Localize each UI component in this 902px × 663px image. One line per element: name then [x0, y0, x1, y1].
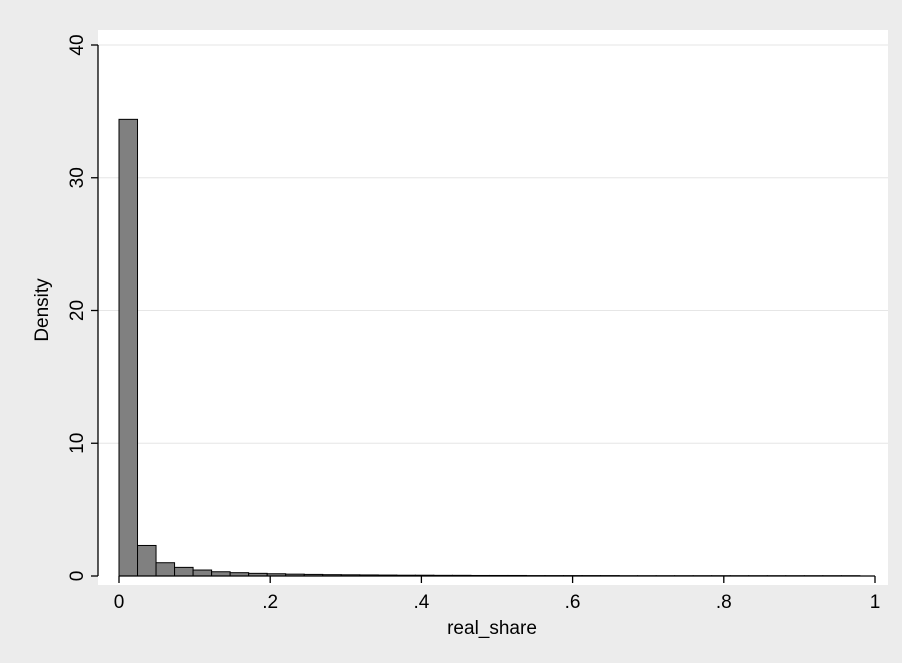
x-tick-label: .2 — [262, 592, 278, 613]
x-axis-ticks: 0 .2 .4 .6 .8 1 — [114, 576, 881, 613]
histogram-bar — [174, 566, 194, 577]
y-tick-label: 40 — [67, 34, 88, 55]
plot-area — [98, 30, 888, 585]
bars — [118, 118, 861, 577]
y-tick-label: 20 — [67, 300, 88, 321]
y-axis-title: Density — [32, 278, 53, 342]
gridlines — [98, 44, 888, 444]
histogram-bar — [137, 544, 157, 577]
y-axis-ticks: 0 10 20 30 40 — [67, 34, 98, 581]
x-tick-label: .8 — [716, 592, 732, 613]
histogram-bar — [192, 569, 213, 577]
y-tick-label: 10 — [67, 433, 88, 454]
y-tick-label: 0 — [67, 571, 88, 582]
histogram-bar — [118, 118, 139, 577]
x-tick-label: 1 — [870, 592, 881, 613]
x-tick-label: .4 — [413, 592, 429, 613]
x-axis-title: real_share — [447, 618, 537, 639]
y-tick-label: 30 — [67, 167, 88, 188]
x-tick-label: .6 — [565, 592, 581, 613]
x-tick-label: 0 — [114, 592, 125, 613]
histogram-bar — [155, 562, 176, 577]
